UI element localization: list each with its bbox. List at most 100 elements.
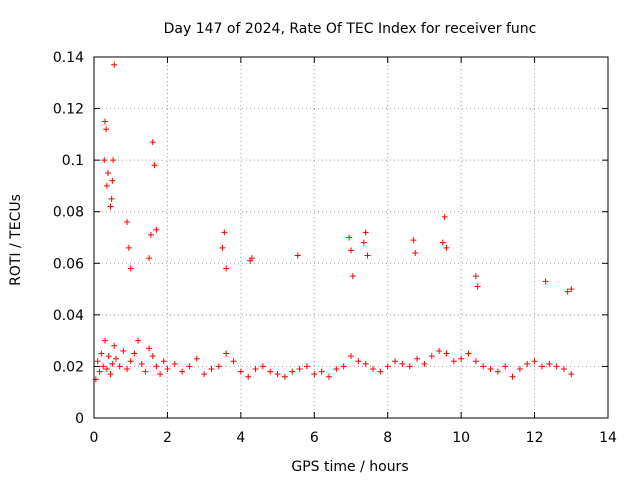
data-point xyxy=(147,231,154,238)
ticks-layer: 0 2 4 6 8 10 12 14 0 0.02 0.04 0.06 0.08 0.1 0.12 0.14 xyxy=(53,50,617,446)
data-point xyxy=(107,203,114,210)
data-point xyxy=(186,363,193,370)
data-point xyxy=(564,288,571,295)
data-point xyxy=(160,358,167,365)
data-point xyxy=(103,182,110,189)
data-point xyxy=(138,360,145,367)
chart-title: Day 147 of 2024, Rate Of TEC Index for r… xyxy=(164,21,537,37)
data-point xyxy=(151,162,158,169)
data-point xyxy=(109,177,116,184)
data-point xyxy=(193,355,200,362)
data-point xyxy=(360,239,367,246)
x-tick-label: 12 xyxy=(526,430,544,446)
data-point xyxy=(146,255,153,262)
data-point xyxy=(221,229,228,236)
data-points-layer xyxy=(92,61,575,383)
data-point xyxy=(237,368,244,375)
data-point xyxy=(553,363,560,370)
data-point xyxy=(135,337,142,344)
x-tick-label: 6 xyxy=(310,430,319,446)
data-point xyxy=(494,368,501,375)
data-point xyxy=(94,358,101,365)
data-point xyxy=(333,366,340,373)
data-point xyxy=(384,363,391,370)
data-point xyxy=(487,366,494,373)
data-point xyxy=(392,358,399,365)
x-axis-label: GPS time / hours xyxy=(291,459,408,475)
data-point xyxy=(105,353,112,360)
data-point xyxy=(568,371,575,378)
data-point xyxy=(340,363,347,370)
y-tick-label: 0.06 xyxy=(53,256,84,272)
data-point xyxy=(215,363,222,370)
data-point xyxy=(252,366,259,373)
x-tick-label: 2 xyxy=(163,430,172,446)
data-point xyxy=(474,283,481,290)
data-point xyxy=(104,170,111,177)
data-point xyxy=(370,366,377,373)
data-point xyxy=(98,350,105,357)
data-point xyxy=(127,358,134,365)
grid-layer xyxy=(94,57,608,418)
data-point xyxy=(100,363,107,370)
data-point xyxy=(149,353,156,360)
data-point xyxy=(111,342,118,349)
data-point xyxy=(412,249,419,256)
data-point xyxy=(124,366,131,373)
data-point xyxy=(110,157,117,164)
x-tick-label: 0 xyxy=(90,430,99,446)
plot-frame xyxy=(93,56,609,419)
y-tick-label: 0.12 xyxy=(53,102,84,118)
data-point xyxy=(450,358,457,365)
data-point xyxy=(289,368,296,375)
data-point xyxy=(107,371,114,378)
data-point xyxy=(348,247,354,254)
data-point xyxy=(245,373,252,380)
data-point xyxy=(294,252,301,259)
data-point xyxy=(171,360,178,367)
data-point xyxy=(274,371,281,378)
data-point xyxy=(472,273,479,280)
data-point xyxy=(124,219,131,226)
data-point xyxy=(560,366,567,373)
data-point xyxy=(441,213,448,220)
data-point xyxy=(267,368,274,375)
data-point xyxy=(103,126,110,133)
data-point xyxy=(465,350,472,357)
data-point xyxy=(509,373,516,380)
data-point xyxy=(524,360,531,367)
data-point xyxy=(153,363,160,370)
data-point xyxy=(303,363,310,370)
data-point xyxy=(259,363,266,370)
data-point xyxy=(480,363,487,370)
data-point xyxy=(318,368,325,375)
x-tick-label: 4 xyxy=(236,430,245,446)
data-point xyxy=(439,239,446,246)
data-point xyxy=(296,366,303,373)
data-point xyxy=(113,355,120,362)
data-point xyxy=(208,366,215,373)
data-point xyxy=(101,157,108,164)
data-point xyxy=(472,358,479,365)
data-point xyxy=(153,226,160,233)
data-point xyxy=(362,360,369,367)
data-point xyxy=(111,61,118,68)
data-point xyxy=(516,366,523,373)
data-point xyxy=(120,347,127,354)
y-tick-label: 0.02 xyxy=(53,359,84,375)
y-tick-label: 0 xyxy=(75,411,84,427)
data-point xyxy=(127,265,134,272)
y-tick-label: 0.1 xyxy=(62,153,84,169)
data-point xyxy=(149,139,156,146)
data-point xyxy=(281,373,288,380)
x-tick-label: 10 xyxy=(452,430,470,446)
data-point xyxy=(219,244,226,251)
data-point xyxy=(164,366,171,373)
data-point xyxy=(248,255,255,262)
y-axis-label: ROTI / TECUs xyxy=(8,194,24,286)
data-point xyxy=(109,360,116,367)
data-point xyxy=(157,371,164,378)
x-tick-label: 8 xyxy=(383,430,392,446)
data-point xyxy=(443,350,450,357)
